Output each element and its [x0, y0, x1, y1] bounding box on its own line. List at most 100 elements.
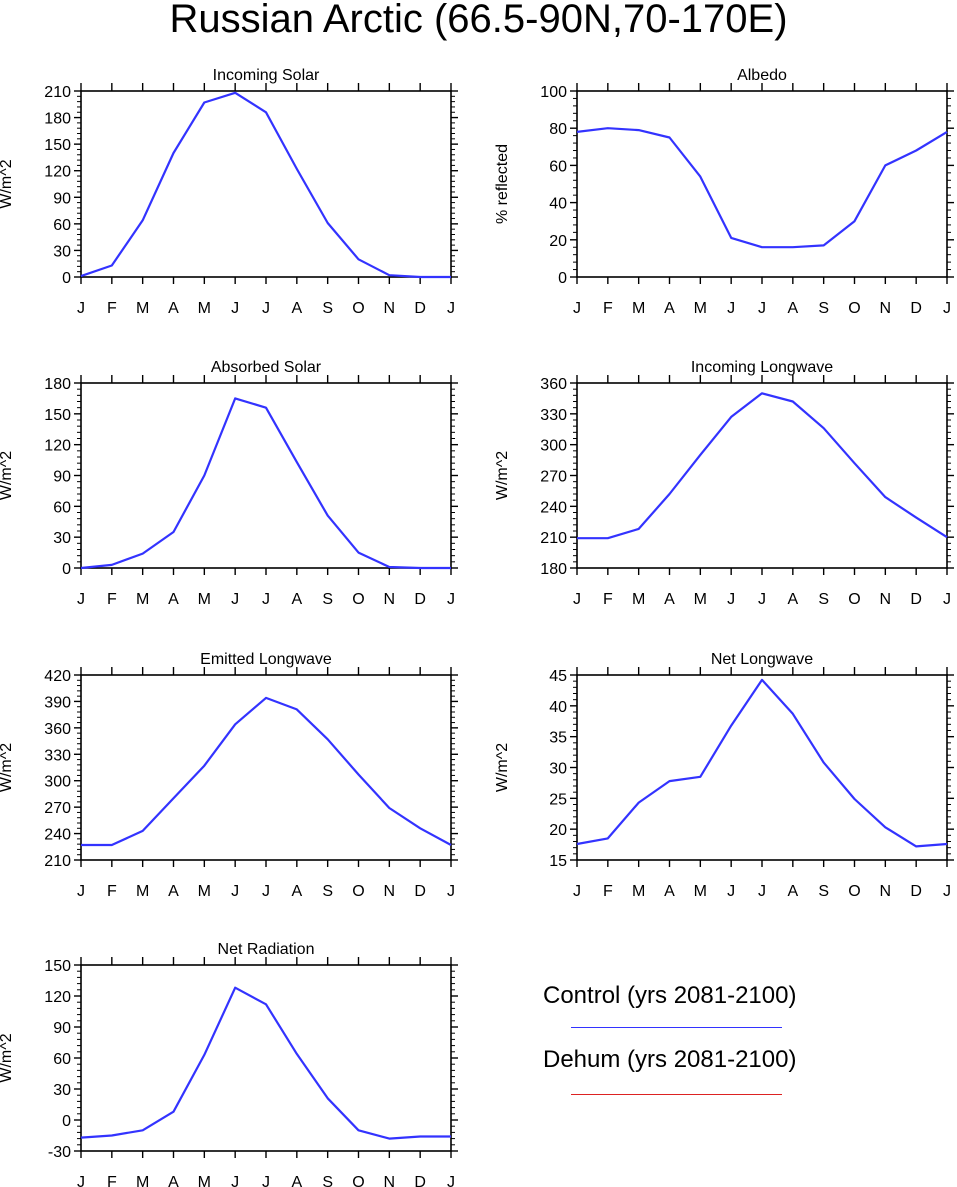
x-tick-label: F [603, 883, 613, 900]
x-tick-label: J [77, 591, 85, 608]
plot-frame [80, 382, 452, 569]
x-tick-label: J [758, 300, 766, 317]
x-tick-label: O [848, 300, 860, 317]
y-tick-label: 180 [44, 376, 71, 393]
x-tick-label: A [291, 591, 302, 608]
x-tick-label: O [848, 883, 860, 900]
x-tick-label: S [818, 883, 829, 900]
x-tick-label: D [910, 591, 922, 608]
y-tick-label: 150 [44, 137, 71, 154]
x-tick-label: J [262, 883, 270, 900]
y-tick-label: 180 [44, 111, 71, 128]
legend-line-control [571, 1027, 782, 1028]
x-tick-label: O [352, 591, 364, 608]
x-tick-label: N [384, 300, 396, 317]
x-tick-label: A [787, 300, 798, 317]
x-tick-label: J [447, 883, 455, 900]
y-tick-label: 25 [549, 791, 567, 808]
x-tick-label: F [603, 300, 613, 317]
x-tick-label: A [291, 1174, 302, 1187]
y-axis-label: W/m^2 [0, 159, 15, 208]
x-tick-label: A [787, 883, 798, 900]
x-tick-label: F [107, 300, 117, 317]
y-tick-label: 330 [44, 747, 71, 764]
y-tick-label: 90 [53, 1020, 71, 1037]
x-tick-label: A [291, 300, 302, 317]
x-tick-label: J [231, 300, 239, 317]
chart-panel: Absorbed Solar W/m^2 0 30 60 90 120 150 180 J F M A M… [0, 359, 458, 608]
x-tick-label: J [447, 591, 455, 608]
legend-label-dehum: Dehum (yrs 2081-2100) [543, 1046, 797, 1073]
x-tick-label: J [77, 1174, 85, 1187]
x-tick-label: J [447, 1174, 455, 1187]
y-tick-label: 40 [549, 699, 567, 716]
y-tick-label: 35 [549, 730, 567, 747]
y-tick-label: 20 [549, 233, 567, 250]
x-tick-label: D [910, 300, 922, 317]
plot-frame [576, 90, 948, 278]
x-tick-label: M [632, 591, 645, 608]
y-tick-label: 60 [549, 158, 567, 175]
y-tick-label: 100 [540, 84, 567, 101]
y-tick-label: 210 [44, 853, 71, 870]
x-tick-label: S [322, 1174, 333, 1187]
y-tick-label: 0 [62, 1113, 71, 1130]
y-tick-label: 120 [44, 164, 71, 181]
x-tick-label: J [727, 300, 735, 317]
x-tick-label: N [880, 591, 892, 608]
y-tick-label: 240 [44, 827, 71, 844]
y-tick-label: 300 [540, 438, 567, 455]
panel-title: Incoming Longwave [691, 359, 833, 376]
y-tick-label: 240 [540, 499, 567, 516]
x-tick-label: A [168, 591, 179, 608]
y-axis-label: W/m^2 [494, 743, 511, 792]
series-line-control [81, 696, 452, 847]
y-tick-label: 30 [53, 243, 71, 260]
x-tick-label: M [694, 883, 707, 900]
chart-panel: Net Longwave W/m^2 15 20 25 30 35 40 45 J F M A M J J A S… [494, 651, 954, 900]
x-tick-label: N [384, 883, 396, 900]
chart-panel: Net Radiation W/m^2 -30 0 30 60 90 120 150 J F M A M J… [0, 941, 458, 1187]
x-tick-label: M [694, 591, 707, 608]
y-tick-label: 0 [558, 270, 567, 287]
x-tick-label: F [107, 591, 117, 608]
series-line-control [576, 678, 948, 848]
plot-frame [576, 382, 948, 569]
y-tick-label: 120 [44, 989, 71, 1006]
x-tick-label: A [664, 300, 675, 317]
x-tick-label: D [414, 300, 426, 317]
x-tick-label: S [322, 883, 333, 900]
x-tick-label: J [262, 1174, 270, 1187]
x-tick-label: J [943, 591, 951, 608]
x-tick-label: J [758, 883, 766, 900]
x-tick-label: M [632, 883, 645, 900]
series-line-control [80, 986, 451, 1140]
chart-panel: Incoming Solar W/m^2 0 30 60 90 120 150 180 210 J F… [0, 67, 458, 317]
series-line-control [577, 392, 948, 540]
y-axis-label: % reflected [494, 144, 511, 224]
x-tick-label: M [198, 883, 211, 900]
y-axis-label: W/m^2 [494, 451, 511, 500]
x-tick-label: O [848, 591, 860, 608]
y-tick-label: 45 [549, 668, 567, 685]
x-tick-label: M [136, 300, 149, 317]
x-tick-label: A [664, 591, 675, 608]
x-tick-label: J [262, 591, 270, 608]
panel-title: Emitted Longwave [200, 651, 332, 668]
x-tick-label: J [758, 591, 766, 608]
x-tick-label: J [727, 591, 735, 608]
figure-title: Russian Arctic (66.5-90N,70-170E) [169, 0, 788, 41]
panel-title: Net Radiation [218, 941, 315, 958]
x-tick-label: D [414, 883, 426, 900]
y-tick-label: 420 [44, 668, 71, 685]
x-tick-label: N [384, 591, 396, 608]
x-tick-label: A [168, 883, 179, 900]
series-line-control [80, 397, 451, 570]
x-tick-label: A [291, 883, 302, 900]
y-tick-label: 180 [540, 561, 567, 578]
y-tick-label: 270 [540, 469, 567, 486]
x-tick-label: D [414, 591, 426, 608]
y-axis-label: W/m^2 [0, 743, 15, 792]
y-tick-label: 90 [53, 469, 71, 486]
